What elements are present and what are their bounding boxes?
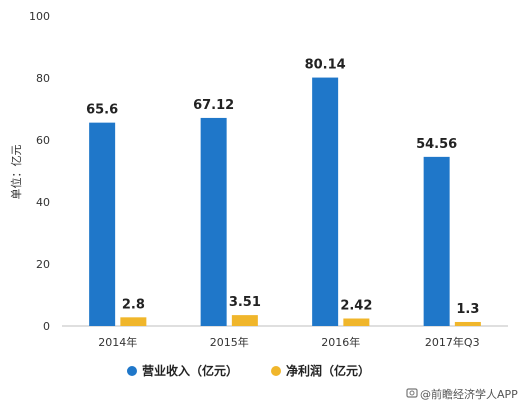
bar-series-1-1 <box>231 315 258 326</box>
bar-series-1-0 <box>120 317 147 326</box>
bar-series-0-2 <box>312 77 339 326</box>
y-tick-label: 80 <box>36 72 50 85</box>
data-label: 2.8 <box>122 297 145 312</box>
legend-marker-0 <box>127 366 137 376</box>
camera-icon <box>406 388 418 398</box>
x-tick-label: 2014年 <box>98 335 137 349</box>
y-tick-label: 100 <box>29 10 50 23</box>
x-tick-label: 2015年 <box>210 335 249 349</box>
x-tick-label: 2017年Q3 <box>425 335 480 349</box>
legend-marker-1 <box>271 366 281 376</box>
bar-series-1-2 <box>343 318 370 326</box>
bar-series-0-0 <box>89 122 116 326</box>
y-tick-label: 40 <box>36 196 50 209</box>
data-label: 2.42 <box>340 298 372 313</box>
source-text: @前瞻经济学人APP <box>420 387 518 401</box>
data-label: 3.51 <box>229 295 261 310</box>
data-label: 65.6 <box>86 103 118 118</box>
x-tick-label: 2016年 <box>321 335 360 349</box>
y-tick-label: 60 <box>36 134 50 147</box>
legend-label-0: 营业收入（亿元） <box>142 363 238 378</box>
y-axis-label: 单位：亿元 <box>9 145 23 200</box>
data-label: 1.3 <box>456 302 479 317</box>
bar-series-0-1 <box>200 117 227 326</box>
legend-label-1: 净利润（亿元） <box>286 363 370 378</box>
y-tick-label: 20 <box>36 258 50 271</box>
data-label: 67.12 <box>193 98 234 113</box>
data-label: 80.14 <box>305 58 346 73</box>
bar-series-0-3 <box>423 156 450 326</box>
data-label: 54.56 <box>416 137 457 152</box>
y-tick-label: 0 <box>43 320 50 333</box>
bar-series-1-3 <box>454 321 481 326</box>
